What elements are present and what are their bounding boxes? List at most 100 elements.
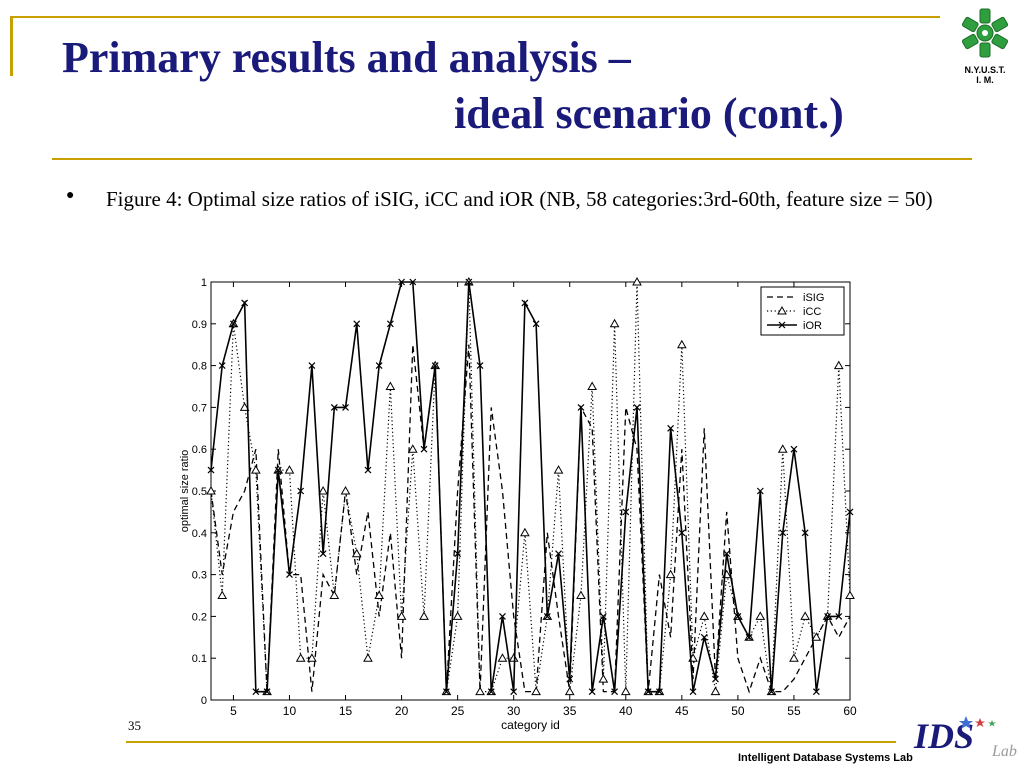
y-tick-label: 0.4 <box>192 528 207 540</box>
x-tick-label: 10 <box>283 704 297 718</box>
data-point-ior <box>386 320 394 328</box>
data-point-ior-stroke-b <box>241 299 249 307</box>
data-point-ior-stroke-b <box>599 612 607 620</box>
x-tick-label: 55 <box>787 704 801 718</box>
data-point-icc <box>363 653 373 662</box>
data-point-ior <box>599 612 607 620</box>
x-tick-label: 30 <box>507 704 521 718</box>
data-point-icc <box>520 527 530 537</box>
data-point-ior <box>555 550 562 558</box>
data-point-ior <box>756 487 764 495</box>
data-point-ior <box>633 403 641 411</box>
y-tick-label: 0.8 <box>192 361 207 373</box>
data-point-ior <box>274 466 282 474</box>
plot-area <box>210 281 851 701</box>
data-point-ior-stroke-b <box>577 403 585 411</box>
x-axis-label: category id <box>501 718 560 732</box>
y-tick-label: 0.1 <box>192 653 207 665</box>
data-point-ior <box>712 675 719 683</box>
data-point-ior-stroke-b <box>812 688 820 696</box>
data-point-ior-stroke-b <box>308 362 316 370</box>
series-line-ior <box>210 281 851 693</box>
data-point-icc <box>576 590 586 599</box>
data-point-ior <box>655 688 663 696</box>
data-point-icc <box>419 611 429 620</box>
data-point-ior-stroke-b <box>207 466 215 474</box>
data-point-ior-stroke-b <box>342 403 349 411</box>
ids-lab-logo: IDS Lab <box>908 710 1020 773</box>
data-point-ior <box>330 403 338 411</box>
legend-label-isig: iSIG <box>803 292 824 304</box>
x-tick-label: 45 <box>675 704 689 718</box>
data-point-ior <box>566 675 574 683</box>
data-point-icc <box>632 276 642 286</box>
figure-caption: Figure 4: Optimal size ratios of iSIG, i… <box>106 187 933 211</box>
data-point-icc <box>564 686 575 696</box>
data-point-ior-stroke-b <box>633 403 641 411</box>
footer-rule <box>126 741 896 743</box>
data-point-ior-stroke-b <box>330 403 338 411</box>
data-point-ior-stroke-b <box>611 688 619 696</box>
data-point-icc <box>609 318 620 328</box>
data-point-ior-stroke-b <box>510 688 518 696</box>
data-point-ior-stroke-b <box>734 612 742 620</box>
data-point-ior <box>745 633 753 641</box>
data-point-icc <box>407 444 418 453</box>
data-point-ior-stroke-b <box>723 550 731 558</box>
title-line-1: Primary results and analysis – <box>62 33 631 82</box>
data-point-ior-stroke-b <box>700 633 708 641</box>
data-point-ior-stroke-b <box>566 675 574 683</box>
data-point-ior-stroke-b <box>263 688 271 696</box>
data-point-icc <box>351 548 362 558</box>
y-tick-label: 0.9 <box>192 319 207 331</box>
data-point-ior <box>364 466 372 474</box>
data-point-ior-stroke-b <box>465 278 473 286</box>
data-point-ior <box>218 362 226 370</box>
data-point-ior <box>521 299 529 307</box>
snowflake-logo-icon <box>961 8 1009 58</box>
data-point-icc <box>385 381 396 390</box>
data-point-ior <box>510 688 518 696</box>
y-tick-label: 0.7 <box>192 402 207 414</box>
data-point-ior-stroke-b <box>768 688 775 696</box>
legend-marker-ior-stroke-b <box>778 321 786 329</box>
data-point-icc <box>239 402 250 411</box>
data-point-ior-stroke-b <box>835 612 843 620</box>
x-tick-label: 40 <box>619 704 633 718</box>
data-point-ior <box>543 612 551 620</box>
data-point-ior-stroke-b <box>790 445 798 453</box>
data-point-icc <box>811 632 822 641</box>
data-point-ior <box>342 403 349 411</box>
data-point-ior <box>622 508 630 516</box>
data-point-ior <box>409 278 417 286</box>
data-point-ior-stroke-b <box>431 362 439 370</box>
data-point-ior <box>319 550 327 558</box>
data-point-ior-stroke-b <box>555 550 562 558</box>
data-point-ior-stroke-b <box>319 550 327 558</box>
data-point-ior <box>375 362 383 370</box>
data-point-icc <box>553 465 564 474</box>
data-point-ior <box>689 688 697 696</box>
data-point-ior <box>532 320 540 328</box>
data-point-ior-stroke-b <box>252 688 260 696</box>
x-tick-label: 60 <box>843 704 857 718</box>
data-point-ior <box>678 529 686 537</box>
page-number: 35 <box>128 718 141 733</box>
title-line-2: ideal scenario (cont.) <box>454 89 844 138</box>
data-point-ior-stroke-b <box>454 550 462 558</box>
data-point-ior-stroke-b <box>286 571 293 579</box>
data-point-ior <box>644 688 652 696</box>
data-point-icc <box>620 686 631 696</box>
data-point-icc <box>800 611 811 620</box>
x-tick-label: 20 <box>395 704 409 718</box>
y-tick-label: 0.6 <box>192 444 207 456</box>
data-point-ior <box>801 529 809 537</box>
data-point-ior-stroke-b <box>678 529 686 537</box>
data-point-ior-stroke-b <box>667 424 675 432</box>
data-point-icc <box>340 485 351 495</box>
y-tick-label: 0.5 <box>192 486 207 498</box>
data-point-icc <box>329 590 340 599</box>
data-point-icc <box>777 444 788 453</box>
data-point-ior-stroke-b <box>622 508 630 516</box>
